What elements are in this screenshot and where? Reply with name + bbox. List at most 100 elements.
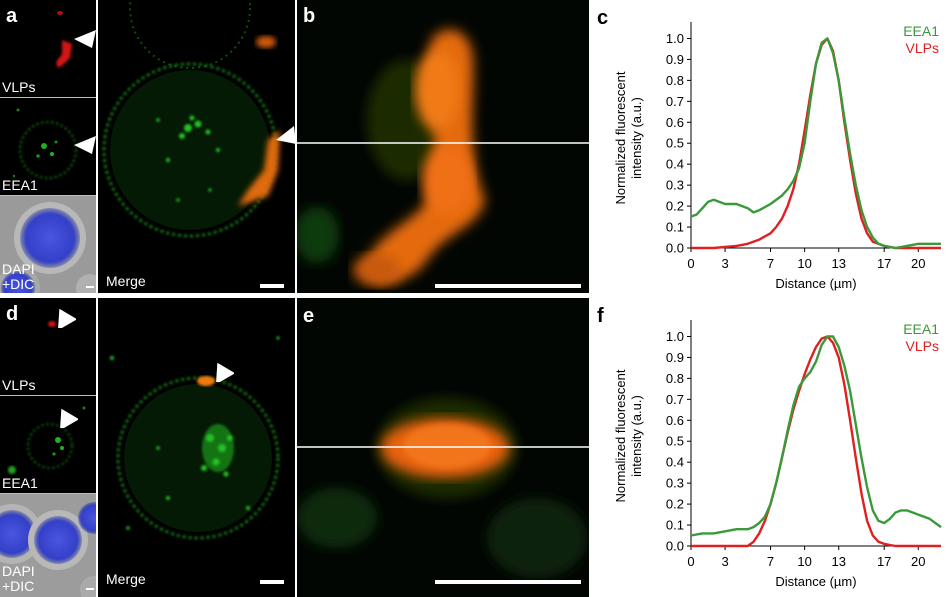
zoom-signal xyxy=(297,298,589,597)
vlps-signal xyxy=(48,321,56,327)
panel-label-a: a xyxy=(6,5,18,27)
legend-entry-eea1: EEA1 xyxy=(903,321,939,337)
panel-a-eea1-image: EEA1 xyxy=(0,98,96,195)
x-tick-label: 7 xyxy=(767,554,774,569)
y-tick-label: 0.0 xyxy=(666,241,684,256)
arrowhead-icon xyxy=(59,408,78,428)
y-tick-label: 0.5 xyxy=(666,434,684,449)
panel-label-b: b xyxy=(303,5,316,27)
divider xyxy=(0,195,96,196)
panel-label-d: d xyxy=(6,303,19,325)
y-tick-label: 0.8 xyxy=(666,371,684,386)
channel-label-merge: Merge xyxy=(106,273,146,289)
scale-bar xyxy=(260,580,284,584)
line-chart-c: c 0.0 0.1 0.2 0.3 0.4 0.5 0.6 0.7 0.8 0.9 1.0 0 3 7 10 1… xyxy=(597,7,941,291)
eea1-signal xyxy=(8,406,86,474)
channel-label-dapi-line1: DAPI xyxy=(2,261,35,277)
y-tick-label: 0.2 xyxy=(666,497,684,512)
scale-bar xyxy=(435,284,581,288)
merge-signal xyxy=(102,0,280,238)
scale-bar xyxy=(86,286,94,288)
legend-entry-vlps: VLPs xyxy=(906,40,939,56)
channel-label-eea1: EEA1 xyxy=(2,475,38,491)
panel-label-f: f xyxy=(597,305,604,327)
panel-a-merge-image: Merge xyxy=(98,0,295,293)
channel-label-dapi: DAPI +DIC xyxy=(2,262,35,292)
x-tick-label: 17 xyxy=(877,256,891,271)
line-chart-f: f 0.0 0.1 0.2 0.3 0.4 0.5 0.6 0.7 0.8 0.9 1.0 0 3 7 10 1… xyxy=(597,305,942,589)
panel-a-vlps-image: a VLPs xyxy=(0,0,96,97)
y-tick-label: 1.0 xyxy=(666,329,684,344)
series-line-eea1 xyxy=(690,37,941,250)
arrowhead-icon xyxy=(74,136,96,154)
divider xyxy=(0,395,96,396)
arrowhead-icon xyxy=(215,362,234,382)
legend-entry-vlps: VLPs xyxy=(906,338,939,354)
x-tick-label: 3 xyxy=(721,256,728,271)
channel-label-dapi-line1: DAPI xyxy=(2,563,35,579)
x-tick-label: 0 xyxy=(687,554,694,569)
panel-d-dapi-dic-image: DAPI +DIC xyxy=(0,494,96,597)
y-axis-label-line2: intensity (a.u.) xyxy=(629,97,644,179)
y-tick-label: 0.9 xyxy=(666,350,684,365)
y-tick-label: 0.5 xyxy=(666,136,684,151)
series-line-eea1 xyxy=(690,335,942,537)
y-tick-label: 0.8 xyxy=(666,73,684,88)
x-tick-label: 10 xyxy=(797,554,811,569)
channel-label-eea1: EEA1 xyxy=(2,177,38,193)
divider xyxy=(0,97,96,98)
y-axis-label-line2: intensity (a.u.) xyxy=(629,395,644,477)
y-tick-label: 0.4 xyxy=(666,455,684,470)
y-tick-label: 0.3 xyxy=(666,178,684,193)
scale-bar xyxy=(435,580,581,584)
y-tick-label: 0.0 xyxy=(666,539,684,554)
channel-label-dapi-line2: +DIC xyxy=(2,578,35,594)
vlps-signal xyxy=(56,11,72,68)
y-tick-label: 0.7 xyxy=(666,392,684,407)
channel-label-vlps: VLPs xyxy=(2,79,36,95)
merge-signal xyxy=(110,336,280,540)
x-tick-label: 20 xyxy=(911,554,925,569)
y-tick-label: 0.3 xyxy=(666,476,684,491)
x-tick-label: 0 xyxy=(687,256,694,271)
x-tick-label: 13 xyxy=(831,554,845,569)
channel-label-dapi: DAPI +DIC xyxy=(2,564,35,594)
panel-label-e: e xyxy=(303,305,315,327)
x-tick-label: 7 xyxy=(767,256,774,271)
arrowhead-icon xyxy=(57,308,76,328)
series-line-vlps xyxy=(691,335,941,548)
x-tick-label: 17 xyxy=(877,554,891,569)
divider xyxy=(0,493,96,494)
y-axis-label-line1: Normalized fluorescent xyxy=(613,71,628,204)
y-axis-label-line1: Normalized fluorescent xyxy=(613,369,628,502)
legend-entry-eea1: EEA1 xyxy=(903,23,939,39)
y-tick-label: 0.7 xyxy=(666,94,684,109)
y-tick-label: 0.1 xyxy=(666,220,684,235)
panel-label-c: c xyxy=(597,7,608,29)
zoom-signal xyxy=(297,0,589,293)
x-axis-label: Distance (µm) xyxy=(775,574,856,589)
y-tick-label: 1.0 xyxy=(666,31,684,46)
channel-label-merge: Merge xyxy=(106,571,146,587)
y-tick-label: 0.6 xyxy=(666,115,684,130)
y-tick-label: 0.1 xyxy=(666,518,684,533)
y-tick-label: 0.9 xyxy=(666,52,684,67)
scale-bar xyxy=(260,284,284,288)
panel-e-zoom-image: e xyxy=(297,298,589,597)
panel-d-vlps-image: d VLPs xyxy=(0,298,96,395)
y-tick-label: 0.4 xyxy=(666,157,684,172)
x-tick-label: 20 xyxy=(911,256,925,271)
panel-d-eea1-image: EEA1 xyxy=(0,396,96,493)
x-tick-label: 3 xyxy=(721,554,728,569)
panel-d-merge-image: Merge xyxy=(98,298,295,597)
y-tick-label: 0.6 xyxy=(666,413,684,428)
panel-b-zoom-image: b xyxy=(297,0,589,293)
panel-a-dapi-dic-image: DAPI +DIC xyxy=(0,196,96,293)
y-tick-label: 0.2 xyxy=(666,199,684,214)
x-axis-label: Distance (µm) xyxy=(775,276,856,291)
arrowhead-icon xyxy=(74,30,96,48)
x-tick-label: 13 xyxy=(831,256,845,271)
channel-label-dapi-line2: +DIC xyxy=(2,276,35,292)
x-tick-label: 10 xyxy=(797,256,811,271)
scale-bar xyxy=(86,588,94,590)
